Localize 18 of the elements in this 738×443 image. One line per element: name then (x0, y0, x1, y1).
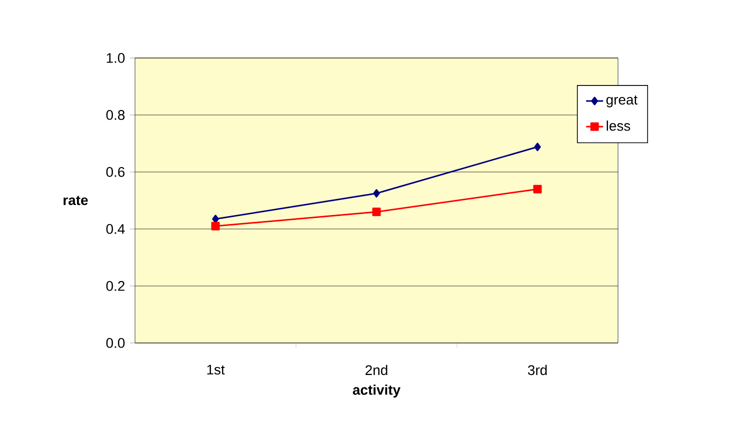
point (373, 189, 380, 198)
point (534, 142, 541, 152)
y-tick-label: 0.0 (106, 338, 125, 348)
legend-label: less (606, 120, 630, 131)
x-tick-label: 2nd (366, 364, 388, 376)
y-tick-label: 0.6 (106, 167, 125, 177)
x-tick-label: 3rd (528, 364, 547, 376)
point (533, 184, 542, 194)
point (211, 222, 220, 230)
x-axis-title: activity (352, 384, 400, 398)
y-tick-label: 0.2 (106, 281, 124, 291)
y-axis-title: rate (64, 196, 88, 206)
y-tick-label: 0.4 (106, 224, 125, 234)
point (372, 208, 381, 216)
y-tick-label: 0.8 (106, 110, 125, 120)
legend-label: great (606, 95, 638, 108)
x-tick-label: 1st (207, 364, 225, 375)
y-tick-label: 1.0 (106, 53, 125, 63)
